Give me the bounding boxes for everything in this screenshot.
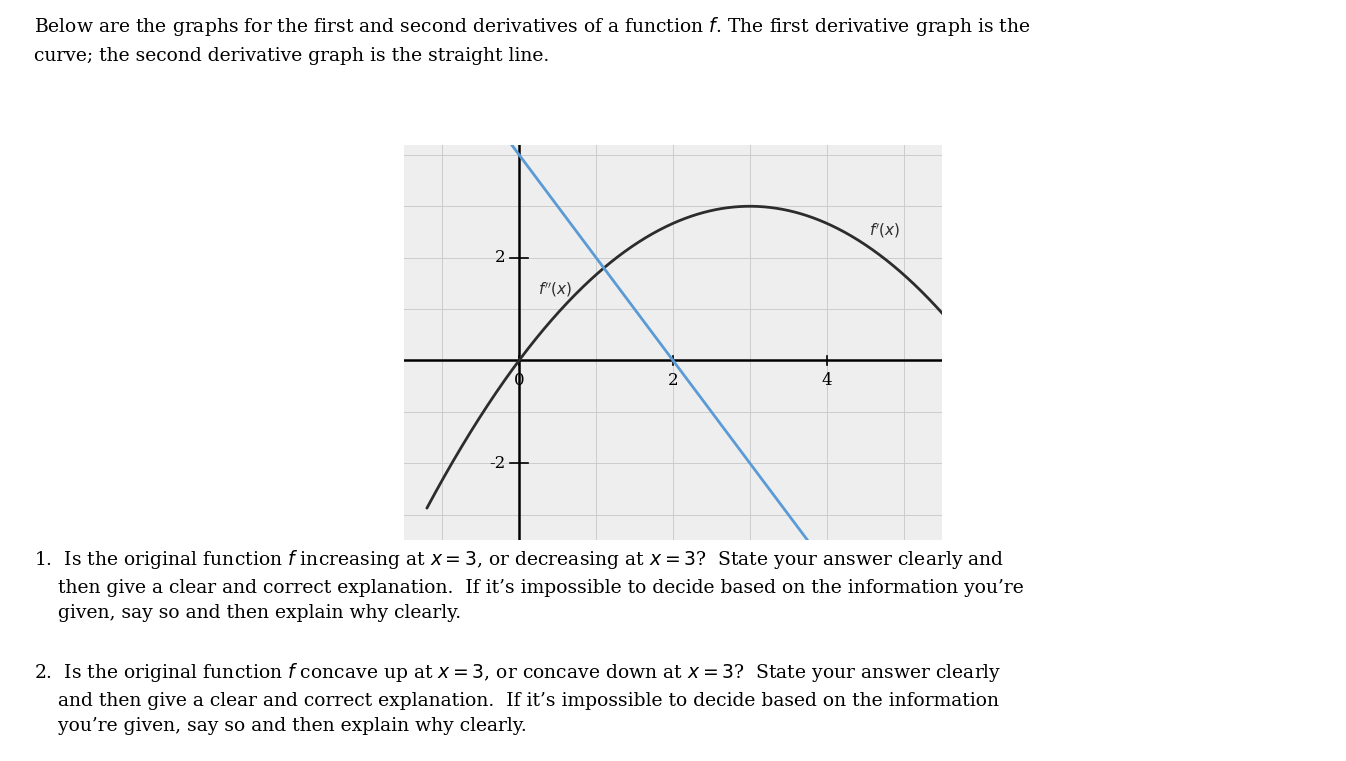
Text: -2: -2	[489, 455, 505, 472]
Text: 1.  Is the original function $f$ increasing at $x = 3$, or decreasing at $x = 3$: 1. Is the original function $f$ increasi…	[34, 548, 1023, 622]
Text: 0: 0	[514, 371, 525, 389]
Text: 4: 4	[821, 371, 832, 389]
Text: $f''(x)$: $f''(x)$	[538, 281, 573, 299]
Text: 2.  Is the original function $f$ concave up at $x = 3$, or concave down at $x = : 2. Is the original function $f$ concave …	[34, 661, 1001, 735]
Text: 2: 2	[668, 371, 678, 389]
Text: Below are the graphs for the first and second derivatives of a function $f$. The: Below are the graphs for the first and s…	[34, 15, 1030, 65]
Text: 2: 2	[495, 249, 505, 266]
Text: $f'(x)$: $f'(x)$	[870, 221, 900, 240]
